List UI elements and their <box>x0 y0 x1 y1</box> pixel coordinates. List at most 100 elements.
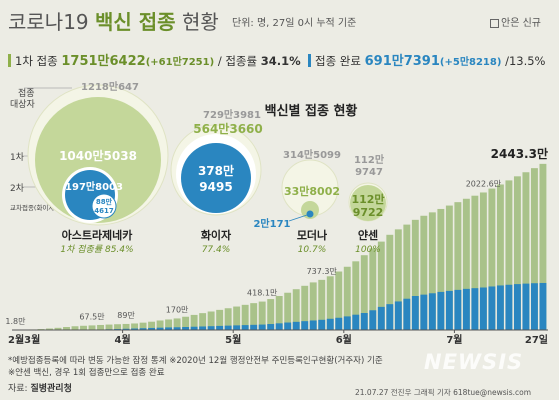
bar-value-label: 2022.6만 <box>466 179 502 188</box>
blue-bar-icon <box>307 54 311 67</box>
bar-first-dose <box>71 326 79 330</box>
bar-full-dose <box>165 327 173 330</box>
md-second-value: 2만171 <box>253 217 290 230</box>
axis-target-label: 접종 <box>18 87 35 99</box>
title-highlight: 백신 접종 <box>95 10 176 34</box>
bar-first-dose <box>224 308 232 330</box>
az-first-value: 1040만5038 <box>59 148 137 163</box>
first-value: 1751만6422 <box>61 54 146 69</box>
bar-first-dose <box>462 198 470 330</box>
md-first-value: 33만8002 <box>284 184 340 198</box>
bar-first-dose <box>428 212 436 330</box>
axis-cross-label: 교차접종(화이자) <box>10 203 57 212</box>
js-target-value: 112만 <box>354 153 385 166</box>
bar-first-dose <box>199 313 207 330</box>
axis-first-label: 1차 <box>10 151 25 163</box>
pf-name: 화이자 <box>201 228 232 242</box>
source: 자료: 질병관리청 <box>8 381 72 394</box>
bar-full-dose <box>403 298 411 330</box>
first-rate-label: / 접종률 <box>214 54 261 68</box>
first-label: 1차 접종 <box>15 54 62 68</box>
bar-first-dose <box>275 296 283 330</box>
az-note: 1차 접종률 85.4% <box>60 244 133 255</box>
bar-full-dose <box>250 324 258 330</box>
bar-first-dose <box>420 215 428 330</box>
bar-value-label: 170만 <box>166 305 189 314</box>
green-bar-icon <box>8 54 11 67</box>
js-note: 100% <box>355 245 381 255</box>
title-prefix: 코로나19 <box>8 10 96 34</box>
js-name: 얀센 <box>358 228 378 242</box>
bar-full-dose <box>148 327 156 330</box>
az-target-value: 1218만647 <box>81 80 139 93</box>
bar-full-dose <box>301 321 309 330</box>
js-first-value: 112만 <box>351 192 384 206</box>
bar-first-dose <box>250 303 258 330</box>
bar-first-dose <box>352 261 360 330</box>
done-new: (+5만8218) <box>439 57 502 68</box>
bar-first-dose <box>335 271 343 330</box>
bar-full-dose <box>530 283 538 330</box>
bar-first-dose <box>122 323 130 330</box>
x-tick-label: 4월 <box>115 334 131 346</box>
bar-first-dose <box>216 309 224 330</box>
bar-full-dose <box>377 306 385 330</box>
bar-full-dose <box>513 284 521 330</box>
bar-first-dose <box>207 311 215 330</box>
bar-full-dose <box>156 327 164 330</box>
bar-full-dose <box>360 313 368 330</box>
bar-full-dose <box>190 326 198 330</box>
legend-new-label: 안은 신규 <box>501 18 541 29</box>
bar-first-dose <box>530 168 538 330</box>
bar-full-dose <box>505 284 513 330</box>
md-first-circle <box>301 201 319 219</box>
bar-full-dose <box>411 296 419 330</box>
bar-first-dose <box>139 322 147 330</box>
bar-full-dose <box>182 327 190 330</box>
bar-first-dose <box>309 282 317 330</box>
axis-target-label-2: 대상자 <box>10 99 36 110</box>
first-new: (+61만7251) <box>145 57 215 68</box>
bar-first-dose <box>292 289 300 330</box>
bar-full-dose <box>335 317 343 330</box>
bar-full-dose <box>284 322 292 330</box>
bar-first-dose <box>343 266 351 330</box>
x-tick-label: 2월3월 <box>8 334 40 346</box>
bar-full-dose <box>445 290 453 330</box>
bar-full-dose <box>267 324 275 330</box>
js-target-value-2: 9747 <box>355 167 383 178</box>
newsis-logo: NEWSIS <box>424 350 524 374</box>
bar-first-dose <box>471 195 479 330</box>
bar-first-dose <box>148 321 156 330</box>
source-name: 질병관리청 <box>30 384 72 394</box>
bar-full-dose <box>139 328 147 330</box>
bar-first-dose <box>496 184 504 330</box>
footnote-line-2: ※얀센 백신, 경우 1회 접종만으로 접종 완료 <box>8 368 165 378</box>
first-rate: 34.1% <box>260 54 301 68</box>
done-value: 691만7391 <box>364 54 440 69</box>
bar-first-dose <box>437 208 445 330</box>
az-second-value: 197만8003 <box>65 180 123 193</box>
done-rate: /13.5% <box>501 54 546 68</box>
bar-full-dose <box>275 323 283 330</box>
source-label: 자료: <box>8 384 31 394</box>
md-second-circle <box>306 210 314 218</box>
bar-first-dose <box>479 192 487 330</box>
md-leader-line <box>288 214 308 222</box>
bar-value-label: 418.1만 <box>247 289 278 298</box>
bar-first-dose <box>386 234 394 330</box>
az-cross-value: 88만 <box>96 197 113 206</box>
md-name: 모더나 <box>297 228 327 242</box>
bar-first-dose <box>326 276 334 330</box>
az-name: 아스트라제네카 <box>62 228 133 242</box>
bar-first-dose <box>377 241 385 330</box>
bar-full-dose <box>199 326 207 330</box>
bar-first-dose <box>97 324 104 330</box>
bar-full-dose <box>233 325 241 330</box>
stats-line: 1차 접종 1751만6422(+61만7251) / 접종률 34.1% 접종… <box>8 50 546 69</box>
bar-first-dose <box>173 318 181 330</box>
js-first-value-2: 9722 <box>353 206 384 219</box>
page-title: 코로나19 백신 접종 현황 <box>8 6 219 35</box>
bar-first-dose <box>114 324 122 330</box>
